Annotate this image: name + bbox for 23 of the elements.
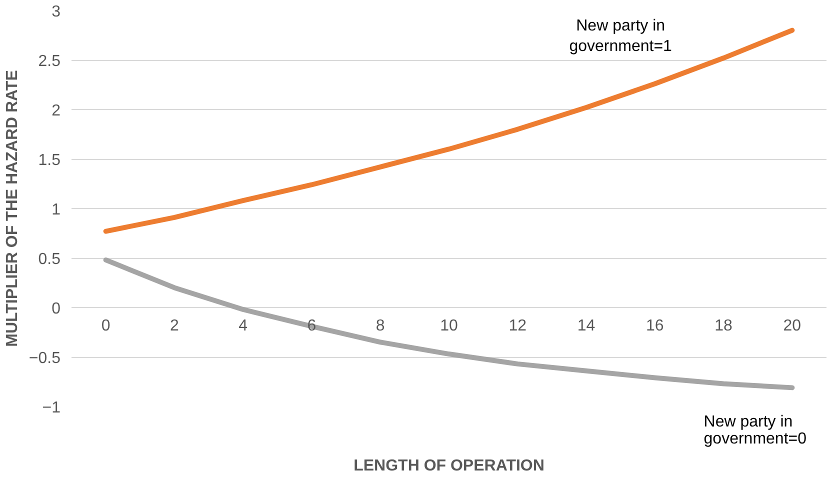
text: New party in government=0 <box>704 414 807 448</box>
y-tick-label: 3 <box>52 4 61 20</box>
x-tick-label: 20 <box>783 318 802 334</box>
y-tick-label: 0.5 <box>38 251 61 268</box>
x-axis-title: LENGTH OF OPERATION <box>354 458 544 474</box>
x-tick-label: 8 <box>376 318 385 334</box>
x-tick-label: 18 <box>714 318 733 334</box>
y-tick-label: 2 <box>52 102 61 120</box>
x-tick-label: 10 <box>440 318 458 334</box>
y-tick-label: 1.5 <box>38 152 61 169</box>
y-tick-label: −0.5 <box>28 350 61 367</box>
x-tick-label: 14 <box>577 318 596 334</box>
y-tick-label: 0 <box>52 300 61 318</box>
x-tick-label: 16 <box>646 318 664 334</box>
y-tick-label: 1 <box>52 202 61 218</box>
x-tick-label: 4 <box>238 318 248 334</box>
x-tick-label: 0 <box>101 318 110 334</box>
y-tick-label: −1 <box>42 400 61 416</box>
annotation: New party in government=1 <box>569 17 672 55</box>
x-tick-label: 2 <box>170 318 180 334</box>
y-tick-label: 2.5 <box>38 53 61 70</box>
x-tick-label: 12 <box>508 318 527 334</box>
y-axis-title: MULTIPLIER OF THE HAZARD RATE <box>4 70 21 347</box>
